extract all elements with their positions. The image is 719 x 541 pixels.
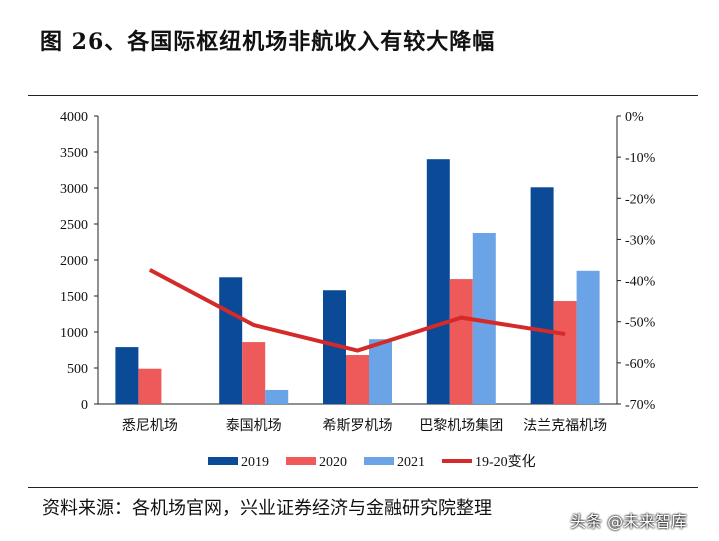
- x-tick-label: 法兰克福机场: [523, 418, 607, 434]
- legend-label: 2019: [241, 455, 269, 470]
- y-tick-label: 0: [81, 398, 88, 413]
- y-tick-label: 3000: [60, 182, 88, 197]
- line-point: [564, 333, 566, 335]
- bar-2021: [265, 389, 289, 404]
- y2-tick-label: -30%: [625, 233, 656, 248]
- y-tick-label: 3500: [60, 146, 88, 161]
- source-note: 资料来源：各机场官网，兴业证券经济与金融研究院整理: [42, 498, 492, 519]
- top-divider: [28, 95, 698, 96]
- legend-swatch: [364, 457, 394, 465]
- y2-tick-label: -40%: [625, 275, 656, 290]
- bar-2020: [242, 342, 266, 404]
- x-tick-label: 巴黎机场集团: [419, 417, 503, 434]
- bar-2019: [426, 159, 450, 404]
- y-tick-label: 1000: [60, 326, 88, 341]
- y-tick-label: 2500: [60, 218, 88, 233]
- bottom-divider: [28, 487, 698, 488]
- bar-2019: [115, 347, 139, 404]
- line-series: [148, 268, 566, 353]
- y-tick-label: 2000: [60, 254, 88, 269]
- line-point: [357, 350, 358, 352]
- bar-2019: [323, 290, 346, 404]
- y-tick-label: 500: [67, 362, 88, 377]
- y2-tick-label: -20%: [625, 192, 656, 207]
- y-tick-label: 1500: [60, 290, 88, 305]
- bar-2020: [553, 301, 577, 404]
- bar-2019: [219, 277, 243, 404]
- bar-2019: [530, 187, 554, 404]
- legend-label: 2021: [397, 455, 425, 470]
- legend-label: 19-20变化: [475, 454, 536, 470]
- bar-2021: [369, 339, 392, 404]
- y-tick-label: 4000: [60, 110, 88, 125]
- bar-2021: [472, 233, 496, 404]
- watermark: 头条 @未来智库: [570, 512, 688, 531]
- legend-label: 2020: [319, 455, 347, 470]
- x-tick-label: 希斯罗机场: [323, 418, 393, 434]
- figure-title: 图 26、各国际枢纽机场非航收入有较大降幅: [40, 29, 496, 55]
- y2-tick-label: 0%: [625, 110, 644, 125]
- legend-swatch: [286, 457, 316, 465]
- x-tick-label: 泰国机场: [226, 418, 282, 434]
- line-point: [460, 317, 462, 319]
- bar-2020: [346, 355, 369, 404]
- y2-tick-label: -50%: [625, 316, 656, 331]
- x-tick-label: 悉尼机场: [122, 418, 178, 434]
- line-point: [253, 324, 255, 326]
- bar-2020: [449, 279, 473, 404]
- y2-tick-label: -10%: [625, 151, 656, 166]
- y2-tick-label: -60%: [625, 357, 656, 372]
- legend-swatch: [208, 457, 238, 465]
- line-point: [149, 269, 151, 271]
- bar-2020: [138, 368, 162, 404]
- y2-tick-label: -70%: [625, 398, 656, 413]
- bar-2021: [576, 270, 600, 404]
